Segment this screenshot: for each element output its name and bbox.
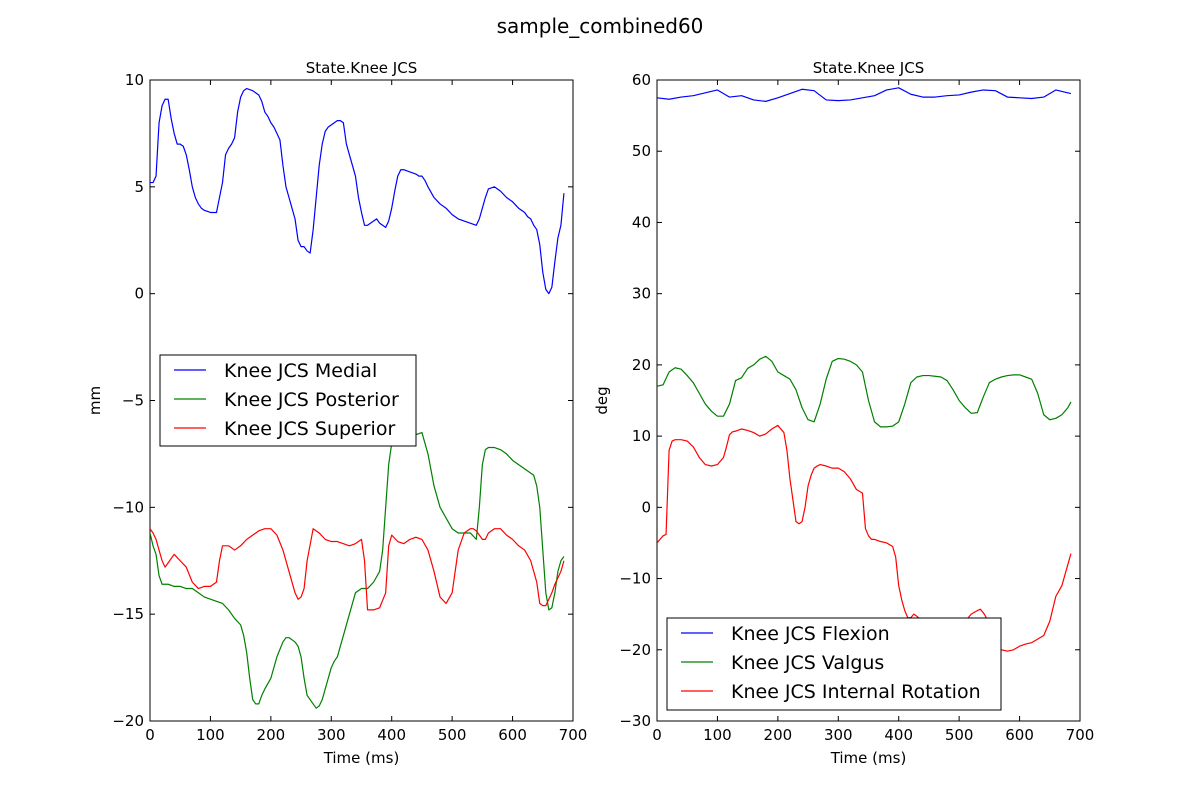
x-tick-label: 700 [559,726,588,744]
legend-entry: Knee JCS Superior [224,418,395,440]
figure-title: sample_combined60 [497,14,704,38]
y-tick-label: 60 [632,71,651,89]
x-axis-label: Time (ms) [323,749,400,767]
x-tick-label: 100 [703,726,732,744]
y-tick-label: −10 [112,498,144,516]
y-tick-label: 5 [134,178,144,196]
y-tick-label: 0 [641,498,651,516]
series-line-knee-jcs-valgus [657,355,1072,428]
y-axis-label: deg [593,386,611,414]
x-tick-label: 500 [945,726,974,744]
y-tick-label: −10 [619,570,651,588]
legend-entry: Knee JCS Posterior [224,389,399,411]
x-tick-label: 500 [438,726,467,744]
x-tick-label: 200 [764,726,793,744]
plot-left: 0 100 200 300 400 500 600 700 10 5 0 −5 −10 −15 −20 Sta… [86,59,587,767]
x-tick-label: 400 [377,726,406,744]
y-tick-label: −30 [619,712,651,730]
x-tick-label: 0 [145,726,155,744]
y-tick-label: −5 [122,392,144,410]
axes-title: State.Knee JCS [306,59,417,77]
y-tick-label: 20 [632,356,651,374]
x-axis-label: Time (ms) [830,749,907,767]
series-line-knee-jcs-superior [150,528,565,611]
series-line-knee-jcs-posterior [150,431,565,709]
series-line-knee-jcs-medial [150,87,565,295]
y-axis-label: mm [86,386,104,415]
axes-title: State.Knee JCS [813,59,924,77]
x-tick-label: 100 [196,726,225,744]
legend-entry: Knee JCS Internal Rotation [731,681,981,703]
legend-entry: Knee JCS Flexion [731,623,890,645]
plot-right: 0 100 200 300 400 500 600 7006050403020100−10−2… [593,59,1094,767]
y-tick-label: 40 [632,213,651,231]
legend-box [666,617,1002,711]
legend-entry: Knee JCS Valgus [731,652,884,674]
y-tick-label: 10 [632,427,651,445]
y-tick-label: 10 [125,71,144,89]
x-tick-label: 300 [317,726,346,744]
x-tick-label: 300 [824,726,853,744]
y-tick-label: −20 [112,712,144,730]
x-tick-label: 200 [257,726,286,744]
legend-entry: Knee JCS Medial [224,360,377,382]
x-tick-label: 600 [498,726,527,744]
series-line-knee-jcs-flexion [657,87,1072,102]
y-tick-label: 50 [632,142,651,160]
y-tick-label: −15 [112,605,144,623]
y-tick-label: −20 [619,641,651,659]
y-tick-label: 30 [632,285,651,303]
y-tick-label: 0 [134,285,144,303]
x-tick-label: 0 [652,726,662,744]
x-tick-label: 700 [1066,726,1095,744]
x-tick-label: 400 [884,726,913,744]
x-tick-label: 600 [1005,726,1034,744]
